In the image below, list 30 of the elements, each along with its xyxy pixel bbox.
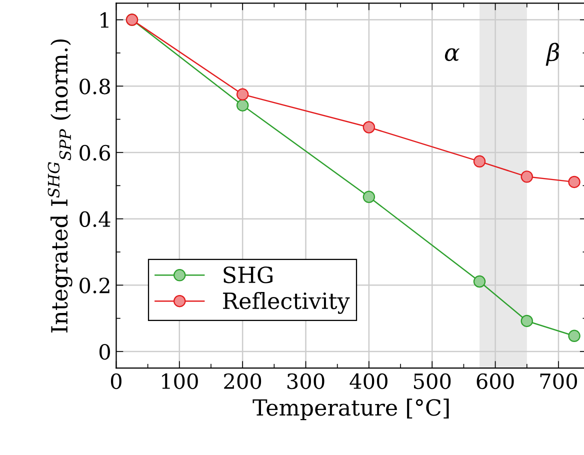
x-tick-label: 100 xyxy=(162,373,198,390)
x-tick-label: 200 xyxy=(224,373,262,390)
point xyxy=(473,275,486,288)
x-tick-label: 700 xyxy=(540,373,577,390)
y-tick-label: 0.2 xyxy=(80,278,110,294)
point xyxy=(473,155,486,168)
y-tick-label: 1 xyxy=(100,12,108,28)
point xyxy=(568,176,580,188)
y-tick-label: 0.4 xyxy=(80,211,110,228)
x-tick-label: 300 xyxy=(287,373,324,390)
y-tick-label: 0.6 xyxy=(80,144,110,161)
legend-label: Reflectivity xyxy=(223,292,350,314)
point xyxy=(362,121,376,134)
annotation: α xyxy=(444,48,460,62)
point xyxy=(236,99,249,112)
point xyxy=(520,314,534,328)
point xyxy=(236,88,249,101)
x-tick-label: 0 xyxy=(110,373,122,390)
annotation: β xyxy=(546,42,560,66)
x-tick-label: 600 xyxy=(476,373,514,390)
point xyxy=(568,330,580,342)
y-axis-title: Integrated I$^{SHG}$$_{SPP}$ (norm.) xyxy=(48,39,72,333)
x-axis-title: Temperature [°C] xyxy=(252,398,449,420)
y-tick-label: 0.8 xyxy=(80,78,110,94)
y-tick-label: 0 xyxy=(99,344,110,360)
x-tick-label: 500 xyxy=(414,373,451,390)
x-tick-label: 400 xyxy=(350,373,388,390)
legend-label: SHG xyxy=(224,266,272,284)
point xyxy=(362,190,376,204)
point xyxy=(520,170,534,183)
